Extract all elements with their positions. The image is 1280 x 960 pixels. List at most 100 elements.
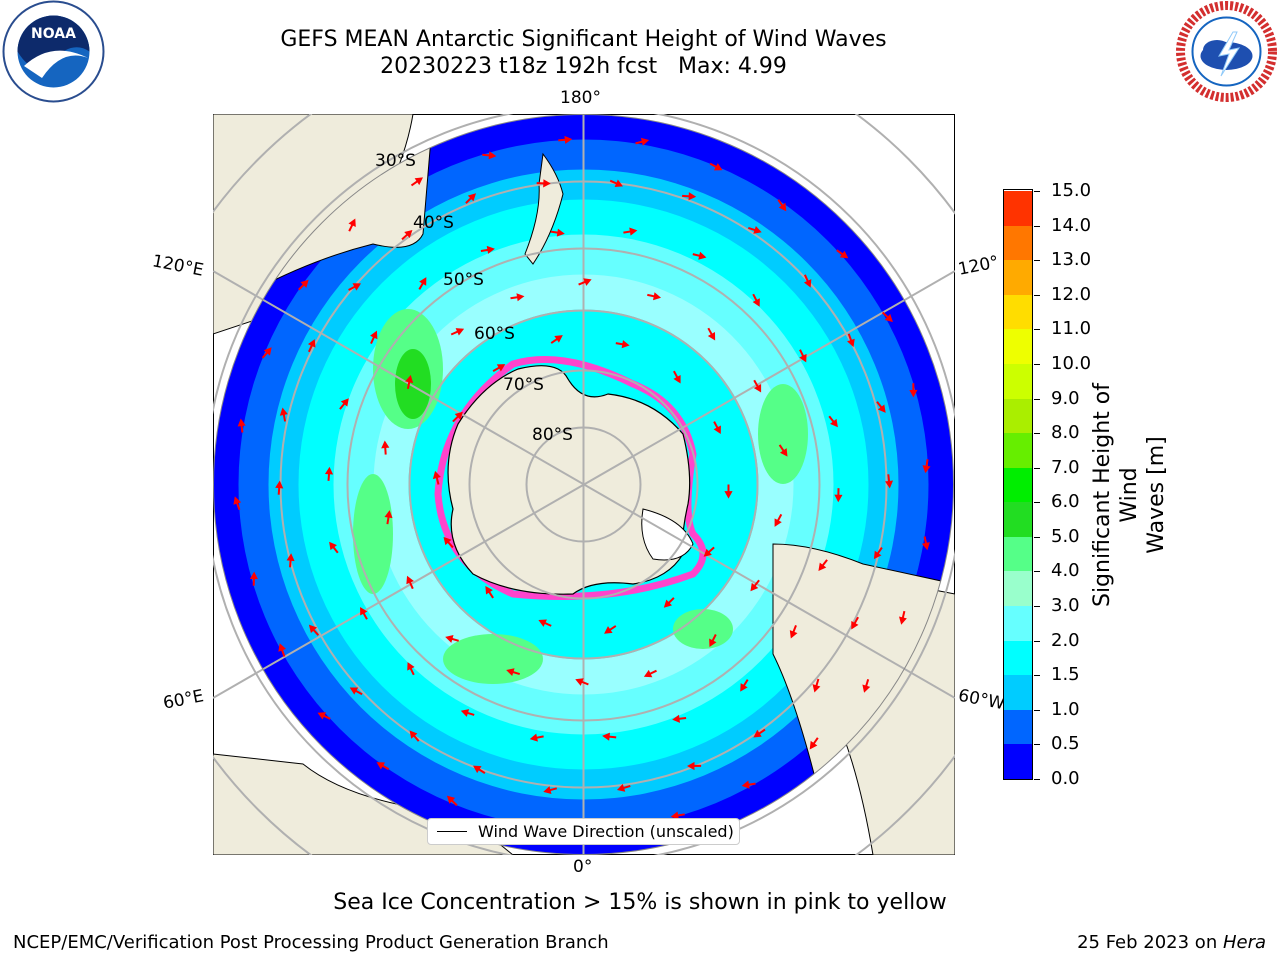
nws-logo — [1176, 1, 1277, 102]
wind-wave-arrow-head — [543, 786, 552, 794]
wind-wave-arrow-head — [583, 278, 592, 286]
lon-label-180: 180° — [560, 88, 601, 108]
colorbar-tick-label: 1.5 — [1051, 664, 1080, 686]
wind-wave-arrow-head — [554, 335, 563, 343]
noaa-logo: NOAA — [2, 0, 105, 103]
noaa-logo-text: NOAA — [31, 26, 76, 42]
wind-wave-arrow-head — [360, 606, 368, 616]
wind-wave-arrow-head — [740, 683, 748, 692]
wind-wave-arrow-head — [922, 465, 931, 474]
wind-wave-arrow-head — [404, 229, 413, 239]
colorbar-tick-label: 12.0 — [1051, 283, 1092, 305]
colorbar-tick-mark — [1034, 502, 1040, 504]
polar-map — [213, 114, 955, 855]
colorbar-tick-mark — [1034, 571, 1040, 573]
colorbar-segment — [1004, 743, 1032, 779]
wind-wave-arrow-head — [713, 163, 723, 171]
colorbar-tick-mark — [1034, 779, 1040, 780]
wind-wave-arrow-head — [803, 279, 812, 288]
wind-wave-arrow-head — [839, 250, 849, 259]
wind-wave-arrow-head — [847, 338, 855, 348]
wind-wave-arrow-head — [707, 332, 716, 341]
wind-wave-arrow-head — [467, 193, 477, 202]
colorbar-label: Significant Height of Wind Waves [m] — [1089, 365, 1169, 625]
wind-wave-arrow-head — [352, 283, 362, 291]
wind-wave-arrow-head — [818, 562, 827, 571]
lat-label-30s: 30°S — [375, 151, 416, 171]
wind-wave-arrow-head — [556, 228, 565, 237]
colorbar-tick-mark — [1034, 675, 1040, 677]
wind-wave-arrow-head — [384, 510, 393, 519]
legend-label: Wind Wave Direction (unscaled) — [478, 822, 734, 841]
lon-label-60e: 60°E — [161, 686, 206, 714]
wind-wave-arrow-head — [724, 491, 733, 499]
colorbar-segment — [1004, 398, 1032, 434]
colorbar-segment — [1004, 536, 1032, 572]
wind-wave-arrow-head — [713, 425, 721, 435]
wind-wave-arrow-head — [789, 630, 798, 639]
lat-label-80s: 80°S — [532, 425, 573, 445]
colorbar-segment — [1004, 640, 1032, 676]
colorbar-tick-mark — [1034, 260, 1040, 262]
wind-wave-arrow-head — [414, 177, 423, 186]
wind-wave-arrow-head — [496, 364, 506, 372]
wind-wave-arrow-head — [473, 765, 482, 774]
colorbar-tick-mark — [1034, 709, 1040, 711]
wind-wave-arrow-head — [485, 586, 493, 595]
colorbar-ticks: 0.0 0.5 1.0 1.5 2.0 3.0 4.0 5.0 6.0 7.0 8.0 9.0 10.0… — [1034, 180, 1094, 789]
colorbar-tick-mark — [1034, 467, 1040, 469]
footer-date: 25 Feb 2023 on — [1077, 932, 1223, 953]
wind-wave-arrow-head — [909, 389, 918, 398]
wind-wave-arrow-head — [604, 626, 613, 634]
wind-wave-arrow-head — [653, 292, 662, 301]
colorbar-tick-mark — [1034, 640, 1040, 642]
lat-label-60s: 60°S — [474, 324, 515, 344]
wind-wave-arrow-head — [834, 494, 843, 503]
colorbar-tick-mark — [1034, 744, 1040, 746]
colorbar-segment — [1004, 225, 1032, 261]
colorbar-segment — [1004, 190, 1032, 226]
wind-wave-arrow-head — [663, 599, 672, 608]
wind-wave-arrow-head — [454, 411, 463, 420]
colorbar-segment — [1004, 605, 1032, 641]
colorbar-tick-label: 3.0 — [1051, 595, 1080, 617]
wind-wave-arrow-head — [753, 383, 762, 393]
colorbar-segment — [1004, 363, 1032, 399]
wind-wave-arrow-head — [405, 374, 414, 384]
wind-wave-arrow-head — [779, 448, 788, 457]
wind-wave-arrow-head — [249, 571, 258, 580]
colorbar-tick-label: 2.0 — [1051, 629, 1080, 651]
wind-wave-arrow-head — [885, 480, 894, 489]
wind-wave-arrow-head — [409, 730, 418, 739]
wind-wave-arrow-head — [529, 733, 538, 742]
colorbar-tick-mark — [1034, 225, 1040, 227]
wind-wave-arrow-head — [750, 582, 759, 592]
wind-wave-arrow-head — [455, 328, 465, 336]
colorbar-tick-label: 10.0 — [1051, 352, 1092, 374]
colorbar-segment — [1004, 570, 1032, 607]
colorbar — [1003, 189, 1033, 780]
colorbar-segment — [1004, 259, 1032, 295]
colorbar-tick-label: 5.0 — [1051, 525, 1080, 547]
wind-wave-arrow-head — [564, 135, 573, 144]
colorbar-tick-label: 11.0 — [1051, 318, 1092, 340]
wind-wave-arrow-head — [873, 550, 882, 560]
colorbar-segment — [1004, 674, 1032, 710]
wind-wave-arrow-head — [614, 179, 623, 188]
footer-host: Hera — [1222, 932, 1266, 953]
wind-wave-arrow-head — [688, 192, 697, 201]
colorbar-tick-mark — [1034, 433, 1040, 435]
lon-label-120w: 120° — [956, 252, 1001, 280]
wind-wave-arrow-head — [278, 643, 286, 652]
wind-wave-arrow-head — [575, 678, 584, 686]
wind-wave-arrow-head — [460, 709, 470, 717]
colorbar-segment — [1004, 328, 1032, 364]
footer-right: 25 Feb 2023 on Hera — [1077, 932, 1266, 953]
colorbar-tick-label: 15.0 — [1051, 180, 1092, 201]
wind-wave-arrow-head — [263, 347, 272, 356]
wind-wave-arrow-head — [898, 616, 907, 625]
wind-wave-arrow-head — [340, 398, 349, 407]
wind-wave-arrow-head — [486, 245, 495, 254]
wind-wave-arrow-head — [687, 761, 695, 771]
wind-wave-arrow-head — [543, 179, 551, 188]
